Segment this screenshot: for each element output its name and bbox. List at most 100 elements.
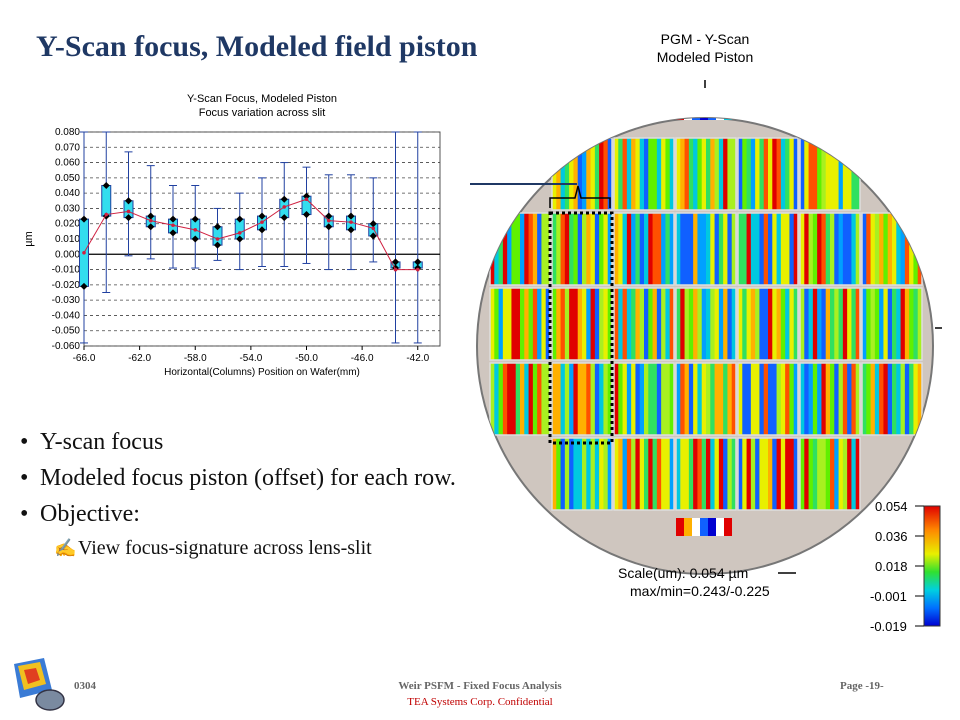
y-tick-label: 0.080 <box>55 127 80 138</box>
chart-subtitle: Focus variation across slit <box>199 107 326 119</box>
slide-footer: 0304 Weir PSFM - Fixed Focus Analysis TE… <box>0 676 960 720</box>
median-point <box>171 223 175 228</box>
data-point <box>347 226 355 234</box>
bullet-item: • Objective: <box>20 501 140 527</box>
exposure-field <box>861 362 923 436</box>
y-tick-label: 0.020 <box>55 219 80 230</box>
box <box>101 185 112 217</box>
notch-stripe <box>708 118 716 120</box>
median-point <box>215 237 220 241</box>
exposure-field <box>613 212 675 286</box>
exposure-field <box>551 437 613 511</box>
data-point <box>414 258 422 266</box>
exposure-field <box>737 437 799 511</box>
exposure-field <box>799 362 861 436</box>
x-tick-label: -46.0 <box>351 353 374 364</box>
slide-title: Y-Scan focus, Modeled field piston <box>36 30 478 63</box>
y-tick-label: -0.060 <box>52 341 81 352</box>
notch-stripe <box>716 518 724 536</box>
y-tick-label: -0.030 <box>52 295 81 306</box>
data-point <box>102 181 110 190</box>
selected-column-outline <box>548 211 614 445</box>
exposure-field <box>613 137 675 211</box>
data-point <box>280 214 288 222</box>
footer-company: TEA Systems Corp. Confidential <box>407 696 553 708</box>
company-logo-icon <box>14 658 65 711</box>
y-tick-label: 0.070 <box>55 142 80 153</box>
exposure-field <box>799 137 861 211</box>
exposure-field <box>675 362 737 436</box>
x-tick-label: -58.0 <box>184 353 207 364</box>
y-tick-label: -0.040 <box>52 310 81 321</box>
x-tick-label: -42.0 <box>406 353 429 364</box>
data-point <box>169 229 177 237</box>
median-point <box>82 250 86 255</box>
median-point <box>126 209 131 214</box>
exposure-field <box>799 437 861 511</box>
footer-code: 0304 <box>74 680 96 692</box>
data-point <box>147 223 155 231</box>
data-point <box>191 215 199 223</box>
exposure-field <box>861 212 923 286</box>
exposure-field <box>551 212 613 286</box>
scale-tick-4: -0.001 <box>870 589 907 604</box>
x-tick-label: -50.0 <box>295 353 318 364</box>
exposure-field <box>799 212 861 286</box>
notch-stripe <box>676 118 684 120</box>
notch-stripe <box>692 118 700 120</box>
maxmin-label: max/min=0.243/-0.225 <box>630 583 770 599</box>
median-point <box>148 218 153 223</box>
y-tick-label: 0.000 <box>55 249 80 260</box>
x-tick-label: -54.0 <box>239 353 262 364</box>
exposure-field <box>675 212 737 286</box>
exposure-field <box>737 362 799 436</box>
data-point <box>325 223 333 231</box>
exposure-field <box>613 362 675 436</box>
exposure-field <box>613 287 675 361</box>
data-point <box>258 212 266 220</box>
median-point <box>282 205 287 209</box>
exposure-field <box>675 437 737 511</box>
exposure-field <box>737 137 799 211</box>
exposure-field <box>489 212 551 286</box>
median-point <box>415 267 420 272</box>
y-tick-label: 0.060 <box>55 158 80 169</box>
exposure-field <box>799 287 861 361</box>
y-tick-label: -0.010 <box>52 265 81 276</box>
exposure-field <box>737 212 799 286</box>
exposure-field <box>613 437 675 511</box>
data-point <box>325 212 333 220</box>
notch-stripe <box>724 118 732 120</box>
y-tick-label: 0.050 <box>55 173 80 184</box>
median-point <box>349 220 353 224</box>
median-line <box>83 198 418 271</box>
column-brace <box>549 185 611 208</box>
exposure-field <box>675 287 737 361</box>
sub-bullet-item: ✍ View focus-signature across lens-slit <box>54 537 372 559</box>
bullet-item: • Modeled focus piston (offset) for each … <box>20 465 456 491</box>
y-tick-label: 0.010 <box>55 234 80 245</box>
wafer-map: PGM - Y-Scan Modeled Piston 0.054 0.036 … <box>470 31 942 634</box>
scale-tick-2: 0.036 <box>875 529 908 544</box>
exposure-field <box>551 362 613 436</box>
chart-title: Y-Scan Focus, Modeled Piston <box>187 93 337 105</box>
median-point <box>237 231 242 235</box>
scale-tick-5: -0.019 <box>870 619 907 634</box>
color-scale-bar <box>923 505 941 627</box>
data-point <box>280 195 288 203</box>
data-point <box>347 212 355 220</box>
data-point <box>391 258 400 266</box>
exposure-field <box>551 287 613 361</box>
wafer-title-line2: Modeled Piston <box>657 49 754 65</box>
x-tick-label: -62.0 <box>128 353 151 364</box>
exposure-field <box>489 287 551 361</box>
median-point <box>304 197 309 202</box>
notch-stripe <box>716 118 724 120</box>
data-point <box>80 215 88 223</box>
data-point <box>191 235 199 243</box>
data-point <box>236 215 244 223</box>
data-point <box>213 223 222 231</box>
exposure-field <box>551 137 613 211</box>
notch-stripe <box>700 518 708 536</box>
pen-icon: ✍ <box>54 538 77 558</box>
